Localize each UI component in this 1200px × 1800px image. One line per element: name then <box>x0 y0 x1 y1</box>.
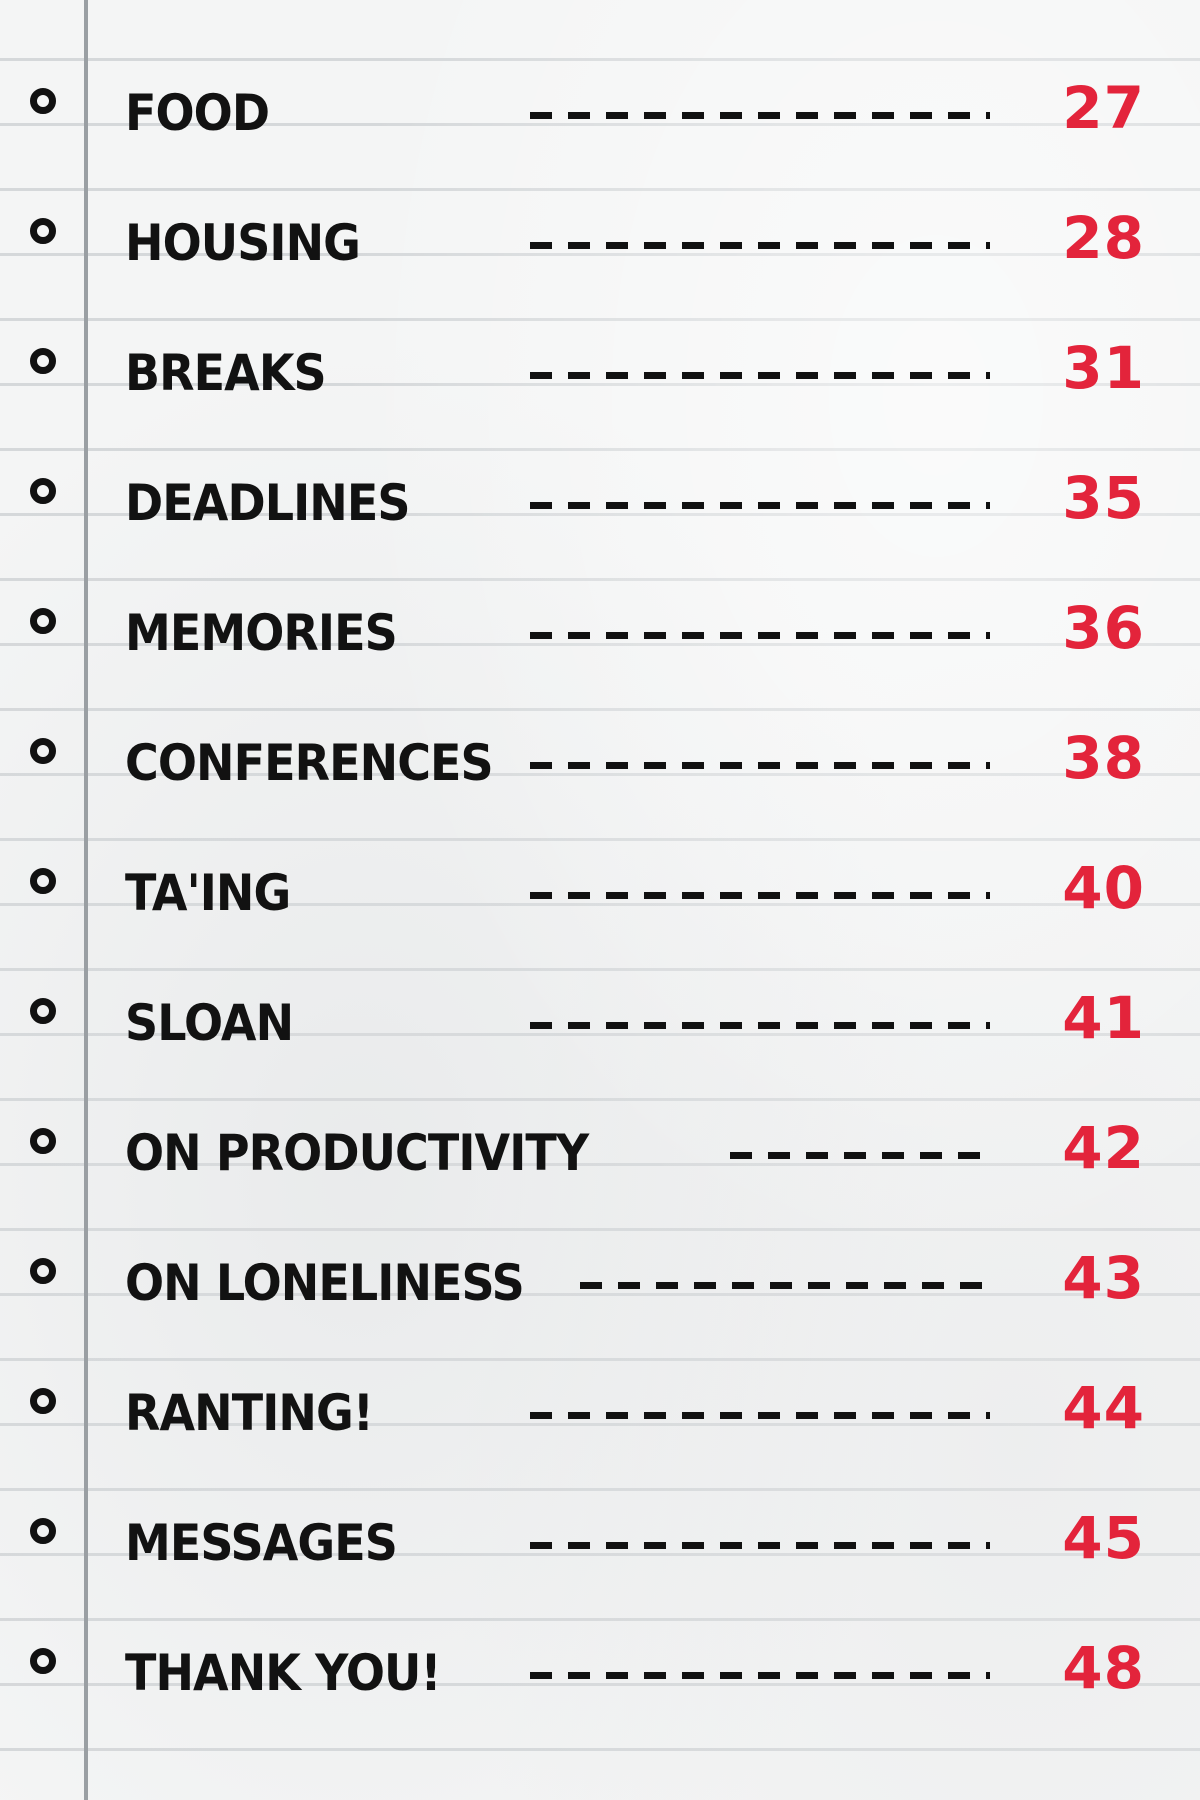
toc-entry-title: ON LONELINESS <box>125 1254 525 1312</box>
bullet-circle-icon <box>30 1128 56 1154</box>
toc-entry-ranting: RANTING! 44 <box>0 1340 1200 1442</box>
toc-entry-taing: TA'ING 40 <box>0 820 1200 922</box>
toc-entry-page: 36 <box>1062 594 1145 662</box>
toc-entry-page: 38 <box>1062 724 1145 792</box>
bullet-circle-icon <box>30 1648 56 1674</box>
toc-entry-title: ON PRODUCTIVITY <box>125 1124 589 1182</box>
toc-entry-page: 27 <box>1062 74 1145 142</box>
dotted-leader <box>730 1152 990 1159</box>
dotted-leader <box>530 372 990 379</box>
toc-entry-messages: MESSAGES 45 <box>0 1470 1200 1572</box>
toc-entry-breaks: BREAKS 31 <box>0 300 1200 402</box>
toc-entry-page: 31 <box>1062 334 1145 402</box>
dotted-leader <box>530 112 990 119</box>
toc-entry-page: 35 <box>1062 464 1145 532</box>
toc-entry-housing: HOUSING 28 <box>0 170 1200 272</box>
bullet-circle-icon <box>30 218 56 244</box>
dotted-leader <box>530 242 990 249</box>
bullet-circle-icon <box>30 868 56 894</box>
toc-entry-page: 43 <box>1062 1244 1145 1312</box>
dotted-leader <box>530 762 990 769</box>
dotted-leader <box>530 1542 990 1549</box>
bullet-circle-icon <box>30 1518 56 1544</box>
toc-entry-title: FOOD <box>125 84 270 142</box>
toc-entry-on-loneliness: ON LONELINESS 43 <box>0 1210 1200 1312</box>
toc-entry-title: SLOAN <box>125 994 294 1052</box>
toc-entry-title: MEMORIES <box>125 604 398 662</box>
toc-entry-food: FOOD 27 <box>0 40 1200 142</box>
toc-entry-thank-you: THANK YOU! 48 <box>0 1600 1200 1702</box>
toc-entry-deadlines: DEADLINES 35 <box>0 430 1200 532</box>
dotted-leader <box>580 1282 990 1289</box>
toc-entry-page: 41 <box>1062 984 1145 1052</box>
bullet-circle-icon <box>30 1258 56 1284</box>
toc-entry-page: 40 <box>1062 854 1145 922</box>
toc-entry-conferences: CONFERENCES 38 <box>0 690 1200 792</box>
toc-entry-memories: MEMORIES 36 <box>0 560 1200 662</box>
dotted-leader <box>530 1672 990 1679</box>
bullet-circle-icon <box>30 348 56 374</box>
margin-line <box>84 0 88 1800</box>
toc-entry-page: 45 <box>1062 1504 1145 1572</box>
toc-entry-title: THANK YOU! <box>125 1644 441 1702</box>
toc-entry-page: 42 <box>1062 1114 1145 1182</box>
toc-entry-title: RANTING! <box>125 1384 374 1442</box>
toc-entry-title: DEADLINES <box>125 474 411 532</box>
bullet-circle-icon <box>30 88 56 114</box>
toc-entry-title: TA'ING <box>125 864 291 922</box>
toc-entry-page: 28 <box>1062 204 1145 272</box>
toc-entry-title: CONFERENCES <box>125 734 494 792</box>
toc-entry-page: 48 <box>1062 1634 1145 1702</box>
dotted-leader <box>530 1412 990 1419</box>
toc-entry-title: MESSAGES <box>125 1514 398 1572</box>
bullet-circle-icon <box>30 998 56 1024</box>
toc-entry-sloan: SLOAN 41 <box>0 950 1200 1052</box>
toc-entry-title: BREAKS <box>125 344 327 402</box>
dotted-leader <box>530 892 990 899</box>
bullet-circle-icon <box>30 1388 56 1414</box>
dotted-leader <box>530 1022 990 1029</box>
dotted-leader <box>530 632 990 639</box>
bullet-circle-icon <box>30 738 56 764</box>
dotted-leader <box>530 502 990 509</box>
bullet-circle-icon <box>30 478 56 504</box>
toc-entry-on-productivity: ON PRODUCTIVITY 42 <box>0 1080 1200 1182</box>
bullet-circle-icon <box>30 608 56 634</box>
toc-entry-page: 44 <box>1062 1374 1145 1442</box>
toc-entry-title: HOUSING <box>125 214 361 272</box>
